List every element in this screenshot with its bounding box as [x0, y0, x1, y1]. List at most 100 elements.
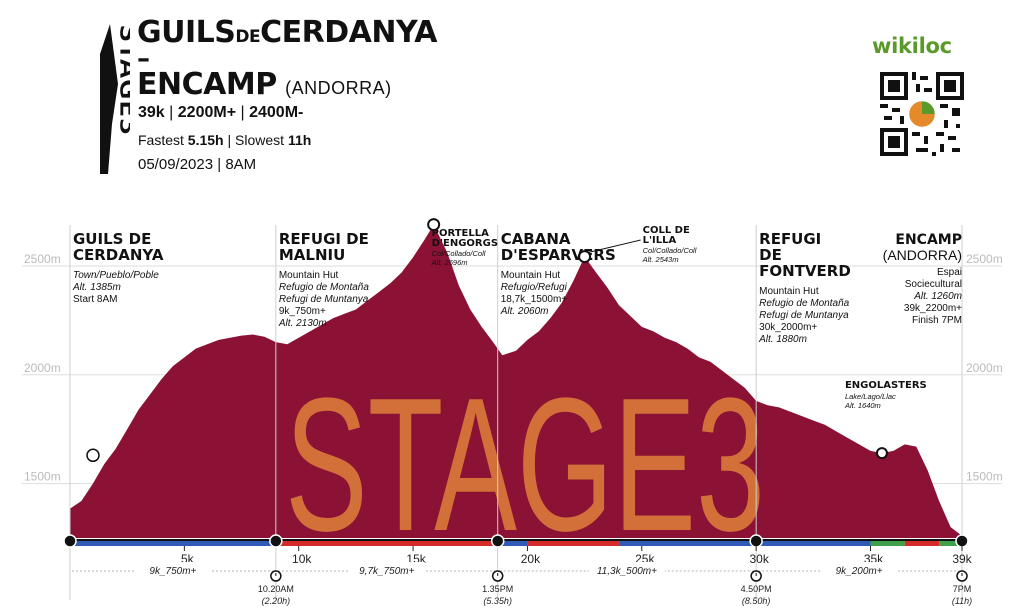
waypoint-detail: Mountain Hut	[279, 270, 339, 281]
date-value: 05/09/2023	[138, 156, 214, 173]
baseline-marker	[749, 534, 763, 548]
surface-segment	[870, 541, 905, 546]
waypoint-name: (ANDORRA)	[883, 247, 962, 263]
title-cerdanya: CERDANYA	[260, 15, 438, 50]
y-tick-label-right: 2000m	[966, 361, 1003, 375]
waypoint-name: CERDANYA	[73, 246, 164, 264]
stats-sep-1: |	[169, 104, 174, 121]
y-tick-label-right: 2500m	[966, 252, 1003, 266]
date-sep: |	[217, 156, 222, 173]
start-time: 8AM	[225, 156, 257, 173]
waypoint-name: FONTVERD	[759, 262, 851, 280]
leader-line	[587, 239, 641, 254]
surface-segment	[618, 541, 871, 546]
fastest-label: Fastest	[138, 132, 184, 148]
summit-marker-icon	[427, 218, 441, 232]
y-tick-label-left: 2000m	[24, 361, 61, 375]
waypoint-detail: Col/Collado/Coll	[643, 246, 697, 255]
waypoint-name: GUILS DE	[73, 230, 151, 248]
waypoint-detail: Alt. 1880m	[758, 334, 807, 345]
title-country: (ANDORRA)	[285, 78, 392, 98]
segment-label: 11,3k_500m+	[597, 566, 657, 577]
waypoint-detail: 39k_2200m+	[904, 303, 962, 314]
title-line-1: GUILSDECERDANYA	[137, 15, 438, 50]
segment-label-bg	[821, 562, 898, 576]
checkpoint-time: 7PM	[953, 584, 972, 594]
stats-sep-2: |	[240, 104, 245, 121]
waypoint-name: D'ENGORGS	[432, 238, 498, 249]
stage-watermark: STAGE3	[285, 359, 765, 571]
title-dash: –	[137, 44, 150, 74]
segment-label-bg	[348, 562, 425, 576]
waypoint-detail: Alt. 1385m	[72, 282, 121, 293]
summit-marker-icon	[578, 250, 592, 264]
waypoint-detail: Espai	[937, 267, 962, 278]
waypoint-name: ENCAMP	[895, 232, 962, 248]
checkpoint-time: 10.20AM	[258, 584, 294, 594]
waypoint-detail: Town/Pueblo/Poble	[73, 270, 159, 281]
waypoint-name: REFUGI DE	[279, 230, 369, 248]
surface-segment	[275, 541, 498, 546]
stats-distance: 39k	[138, 104, 165, 121]
mountain-logo-icon	[100, 24, 118, 174]
waypoint-name: DE	[759, 246, 782, 264]
waypoint-detail: Alt. 2130m	[278, 318, 327, 329]
stats-gain: 2200M+	[177, 104, 237, 121]
fastest-value: 5.15h	[187, 132, 224, 148]
baseline-marker	[269, 534, 283, 548]
wikiloc-logo[interactable]: wikiloc	[872, 34, 952, 58]
title-guils: GUILS	[137, 15, 236, 50]
waypoint-detail: Sociecultural	[905, 279, 962, 290]
checkpoint-time: 1.35PM	[482, 584, 513, 594]
town-marker-icon	[86, 448, 100, 463]
segment-label: 9k_750m+	[149, 566, 196, 577]
waypoint-detail: Mountain Hut	[501, 270, 561, 281]
baseline-marker	[955, 534, 969, 548]
segment-label-bg	[588, 562, 665, 576]
surface-segment	[497, 541, 528, 546]
date-line: 05/09/2023 | 8AM	[138, 156, 256, 173]
waypoint-detail: Refugi de Muntanya	[279, 294, 369, 305]
surface-segment	[904, 541, 940, 546]
checkpoint-elapsed: (5.35h)	[483, 596, 512, 606]
baseline-marker	[490, 534, 505, 548]
waypoint-detail: Col/Collado/Coll	[432, 249, 486, 258]
waypoint-name: MALNIU	[279, 246, 345, 264]
waypoint-detail: Lake/Lago/Llac	[845, 392, 896, 401]
waypoint-name: D'ESPARVERS	[501, 246, 616, 264]
waypoint-detail: Refugio/Refugi	[501, 282, 568, 293]
waypoint-detail: Start 8AM	[73, 294, 117, 305]
waypoint-detail: Mountain Hut	[759, 286, 819, 297]
stats-line: 39k | 2200M+ | 2400M-	[138, 104, 303, 122]
waypoint-name: PORTELLA	[432, 228, 489, 239]
surface-segment	[70, 541, 276, 546]
qr-code-icon[interactable]	[880, 72, 964, 156]
waypoint-detail: Alt. 2696m	[431, 258, 468, 267]
segment-label: 9k_200m+	[836, 566, 883, 577]
waypoint-detail: Alt. 1260m	[913, 291, 962, 302]
checkpoint-elapsed: (2.20h)	[262, 596, 291, 606]
stats-loss: 2400M-	[249, 104, 304, 121]
waypoint-name: L'ILLA	[643, 235, 677, 246]
x-tick-label: 39k	[952, 552, 972, 566]
waypoint-detail: Refugio de Montaña	[279, 282, 370, 293]
checkpoint-elapsed: (11h)	[952, 596, 972, 606]
y-tick-label-left: 2500m	[24, 252, 61, 266]
waypoint-detail: Alt. 1640m	[844, 401, 881, 410]
x-tick-label: 20k	[521, 552, 541, 566]
waypoint-detail: Alt. 2060m	[500, 306, 549, 317]
lake-marker-icon	[875, 447, 888, 460]
x-tick-label: 30k	[749, 552, 769, 566]
surface-segment	[939, 541, 962, 546]
y-tick-label-right: 1500m	[966, 470, 1003, 484]
waypoint-detail: Alt. 2543m	[642, 255, 679, 264]
y-tick-label-left: 1500m	[24, 470, 61, 484]
stage-vertical-logo: STAGE3	[100, 24, 130, 174]
title-encamp: ENCAMP	[137, 67, 277, 102]
waypoint-detail: 18,7k_1500m+	[501, 294, 568, 305]
title-line-2: ENCAMP (ANDORRA)	[137, 70, 392, 100]
waypoint-name: CABANA	[501, 230, 571, 248]
waypoint-name: REFUGI	[759, 230, 821, 248]
surface-segment	[527, 541, 619, 546]
